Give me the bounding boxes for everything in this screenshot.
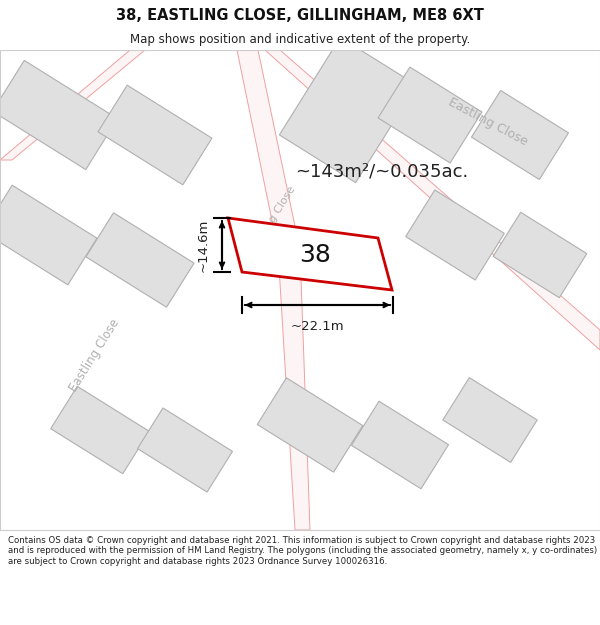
Polygon shape <box>265 50 600 350</box>
Polygon shape <box>0 185 97 285</box>
Polygon shape <box>0 61 118 169</box>
Polygon shape <box>280 38 416 182</box>
Text: Eastling Close: Eastling Close <box>67 316 122 394</box>
Polygon shape <box>86 213 194 308</box>
Polygon shape <box>51 386 149 474</box>
Polygon shape <box>237 50 310 530</box>
Text: 38, EASTLING CLOSE, GILLINGHAM, ME8 6XT: 38, EASTLING CLOSE, GILLINGHAM, ME8 6XT <box>116 8 484 22</box>
Polygon shape <box>257 378 363 472</box>
Text: ~143m²/~0.035ac.: ~143m²/~0.035ac. <box>295 163 468 181</box>
Polygon shape <box>493 213 587 298</box>
Polygon shape <box>98 85 212 185</box>
Text: ~22.1m: ~22.1m <box>290 320 344 333</box>
Text: Map shows position and indicative extent of the property.: Map shows position and indicative extent… <box>130 32 470 46</box>
Text: Eastling Close: Eastling Close <box>446 96 530 148</box>
Polygon shape <box>472 91 568 179</box>
Text: Eastling Close: Eastling Close <box>247 184 297 256</box>
Polygon shape <box>406 190 505 280</box>
Polygon shape <box>378 67 482 163</box>
Polygon shape <box>352 401 449 489</box>
Text: ~14.6m: ~14.6m <box>197 218 210 272</box>
Polygon shape <box>443 378 537 462</box>
Polygon shape <box>228 218 392 290</box>
Polygon shape <box>137 408 232 492</box>
Text: 38: 38 <box>299 242 331 266</box>
Text: Contains OS data © Crown copyright and database right 2021. This information is : Contains OS data © Crown copyright and d… <box>8 536 597 566</box>
Polygon shape <box>0 50 145 160</box>
